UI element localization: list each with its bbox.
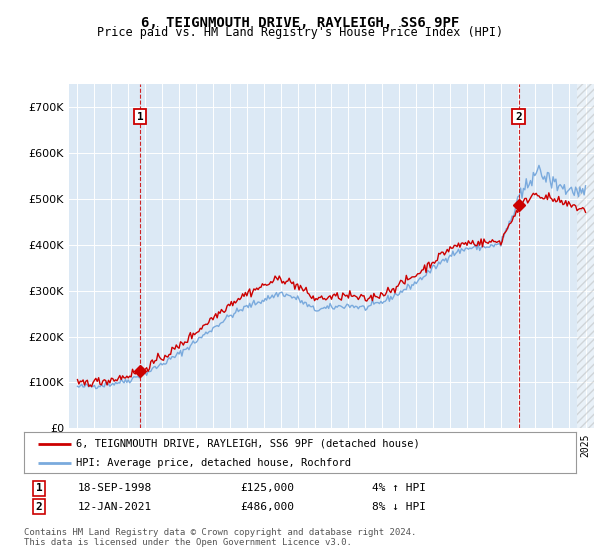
Text: 2: 2: [515, 111, 522, 122]
Text: Contains HM Land Registry data © Crown copyright and database right 2024.
This d: Contains HM Land Registry data © Crown c…: [24, 528, 416, 547]
Text: 6, TEIGNMOUTH DRIVE, RAYLEIGH, SS6 9PF: 6, TEIGNMOUTH DRIVE, RAYLEIGH, SS6 9PF: [141, 16, 459, 30]
Text: 4% ↑ HPI: 4% ↑ HPI: [372, 483, 426, 493]
Text: 8% ↓ HPI: 8% ↓ HPI: [372, 502, 426, 512]
Bar: [577, 84, 594, 428]
Text: £125,000: £125,000: [240, 483, 294, 493]
Text: 1: 1: [137, 111, 143, 122]
Text: 18-SEP-1998: 18-SEP-1998: [78, 483, 152, 493]
Text: 2: 2: [35, 502, 43, 512]
Text: £486,000: £486,000: [240, 502, 294, 512]
Text: HPI: Average price, detached house, Rochford: HPI: Average price, detached house, Roch…: [76, 458, 352, 468]
Text: Price paid vs. HM Land Registry's House Price Index (HPI): Price paid vs. HM Land Registry's House …: [97, 26, 503, 39]
Text: 12-JAN-2021: 12-JAN-2021: [78, 502, 152, 512]
Text: 6, TEIGNMOUTH DRIVE, RAYLEIGH, SS6 9PF (detached house): 6, TEIGNMOUTH DRIVE, RAYLEIGH, SS6 9PF (…: [76, 439, 420, 449]
Text: 1: 1: [35, 483, 43, 493]
